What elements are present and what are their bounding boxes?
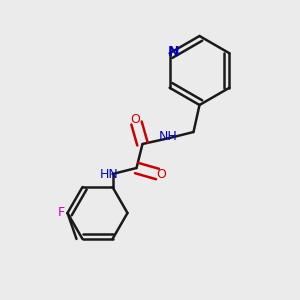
- Text: O: O: [156, 167, 166, 181]
- Text: F: F: [57, 206, 64, 220]
- Text: NH: NH: [159, 130, 177, 143]
- Text: N: N: [167, 45, 179, 59]
- Text: O: O: [130, 113, 140, 127]
- Text: HN: HN: [100, 167, 119, 181]
